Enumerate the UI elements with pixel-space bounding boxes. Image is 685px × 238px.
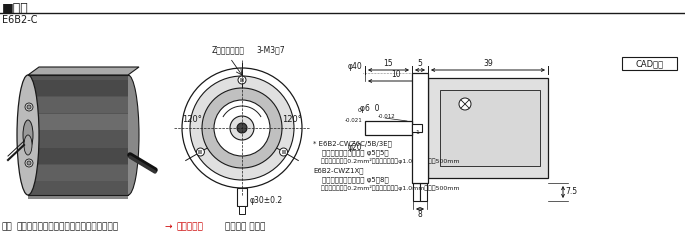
Text: -0.012: -0.012 [378,114,396,119]
Text: 0: 0 [358,108,362,113]
Bar [28,79,128,96]
Circle shape [214,100,270,156]
Text: 3-M3深7: 3-M3深7 [256,45,285,54]
Ellipse shape [24,135,32,155]
Ellipse shape [117,75,139,195]
Text: φ30±0.2: φ30±0.2 [250,196,283,205]
Bar [28,148,128,164]
Text: 注：: 注： [2,222,13,231]
Text: 15: 15 [384,59,393,68]
Ellipse shape [23,120,33,150]
Bar [413,183,420,201]
Circle shape [230,116,254,140]
Text: Z相原点位置点: Z相原点位置点 [212,45,245,54]
Text: 技术指南 技术篇: 技术指南 技术篇 [222,222,265,231]
Bar [28,97,128,113]
Text: 7.5: 7.5 [565,188,577,197]
Circle shape [279,148,288,156]
Text: 聚氯乙烯绝缘圆形导线 φ5、8芯: 聚氯乙烯绝缘圆形导线 φ5、8芯 [313,176,389,183]
Polygon shape [28,67,139,75]
Text: 10: 10 [392,70,401,79]
Bar [28,75,128,195]
Text: →: → [165,222,173,231]
Circle shape [190,76,294,180]
Bar [28,183,128,198]
Circle shape [182,68,302,188]
Circle shape [25,103,33,111]
Text: （导体截面积：0.2mm²、绝缘体直径：φ1.0mm）标准500mm: （导体截面积：0.2mm²、绝缘体直径：φ1.0mm）标准500mm [313,158,460,164]
Text: 旋转编码器: 旋转编码器 [177,222,204,231]
Circle shape [237,123,247,133]
Bar [412,73,428,183]
Text: 5: 5 [418,59,423,68]
Circle shape [459,98,471,110]
Text: CAD数据: CAD数据 [636,59,664,68]
Bar [28,114,128,130]
Text: 聚氯乙烯绝缘圆形导线 φ5、5芯: 聚氯乙烯绝缘圆形导线 φ5、5芯 [313,149,388,156]
Text: （导体截面积：0.2mm²、绝缘体直径：φ1.0mm）标准500mm: （导体截面积：0.2mm²、绝缘体直径：φ1.0mm）标准500mm [313,185,460,191]
Text: ■本体: ■本体 [2,2,29,15]
Text: E6B2-C: E6B2-C [2,15,38,25]
Circle shape [25,159,33,167]
Text: 120°: 120° [182,115,202,124]
Text: φ6  0: φ6 0 [360,104,379,113]
Circle shape [27,161,31,165]
Text: -0.021: -0.021 [345,118,362,123]
Bar [622,57,677,70]
Circle shape [27,105,31,109]
Text: 120°: 120° [282,115,302,124]
Bar [282,150,286,154]
Text: φ20: φ20 [347,143,362,152]
Bar [365,121,412,135]
Bar [428,78,548,178]
Bar [28,131,128,147]
Text: 1: 1 [415,130,419,135]
Bar [440,90,540,166]
Text: * E6B2-CWZ6C/5B/3E：: * E6B2-CWZ6C/5B/3E： [313,140,392,147]
Circle shape [197,148,204,156]
Circle shape [202,88,282,168]
Bar [240,78,244,82]
Bar [199,150,203,154]
Bar [412,124,422,132]
Bar [237,188,247,206]
Text: 关于线性驱动器输出时间的导线延长请参见: 关于线性驱动器输出时间的导线延长请参见 [17,222,119,231]
Bar [28,165,128,181]
Text: φ40: φ40 [347,62,362,71]
Bar [420,183,427,201]
Bar [239,206,245,214]
Ellipse shape [17,75,39,195]
Circle shape [238,76,246,84]
Text: 8: 8 [418,210,423,219]
Text: E6B2-CWZ1X：: E6B2-CWZ1X： [313,167,364,174]
Text: 39: 39 [483,59,493,68]
